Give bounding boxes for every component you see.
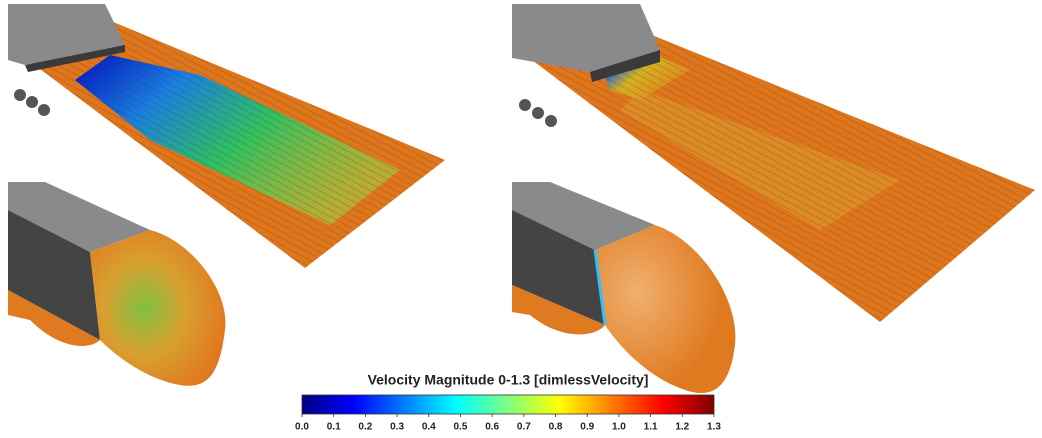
- right-streamlines: [512, 4, 1035, 322]
- colorbar-title: Velocity Magnitude 0-1.3 [dimlessVelocit…: [368, 372, 649, 388]
- colorbar-tick-label: 0.0: [295, 422, 309, 433]
- colorbar-tick-label: 1.1: [644, 422, 658, 433]
- left-streamlines: [8, 4, 445, 268]
- colorbar-tick-label: 0.1: [327, 422, 341, 433]
- colorbar-tick-label: 0.7: [517, 422, 531, 433]
- colorbar-tick-label: 0.3: [390, 422, 404, 433]
- colorbar-tick-label: 1.2: [675, 422, 689, 433]
- colorbar-tick-label: 0.4: [422, 422, 436, 433]
- right-truck-rear: [512, 182, 736, 393]
- colorbar-tick-label: 0.9: [580, 422, 594, 433]
- colorbar: Velocity Magnitude 0-1.3 [dimlessVelocit…: [295, 372, 721, 433]
- colorbar-tick-label: 1.3: [707, 422, 721, 433]
- colorbar-tick-label: 0.2: [358, 422, 372, 433]
- colorbar-tick-label: 0.8: [549, 422, 563, 433]
- colorbar-tick-label: 0.5: [454, 422, 468, 433]
- colorbar-tick-label: 0.6: [485, 422, 499, 433]
- colorbar-bar: [301, 394, 715, 415]
- left-truck-rear: [8, 182, 226, 386]
- colorbar-tick-label: 1.0: [612, 422, 626, 433]
